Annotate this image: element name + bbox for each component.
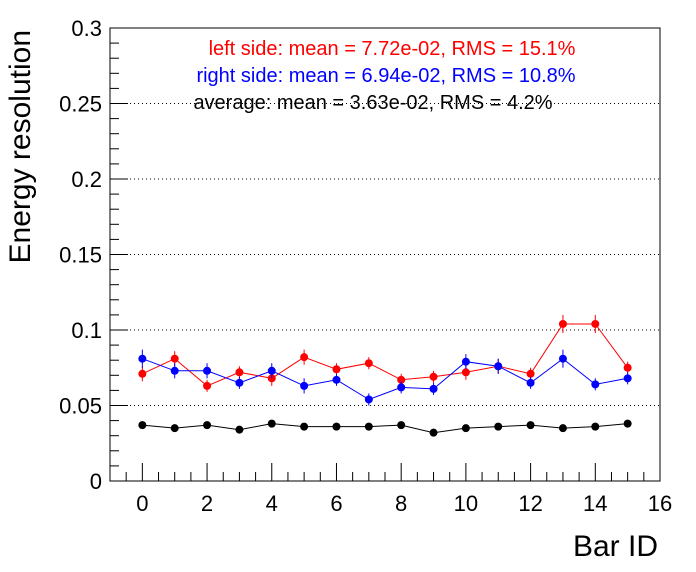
data-point — [170, 354, 179, 363]
legend-entry: average: mean = 3.63e-02, RMS = 4.2% — [193, 92, 552, 114]
data-point — [267, 419, 276, 428]
data-point — [300, 381, 309, 390]
data-point — [170, 424, 179, 433]
series-line — [142, 423, 628, 434]
data-point — [203, 421, 212, 430]
data-point — [138, 354, 147, 363]
data-point — [364, 395, 373, 404]
data-point — [558, 319, 567, 328]
y-tick-label: 0.2 — [71, 167, 102, 192]
x-tick-label: 8 — [395, 491, 407, 516]
data-point — [558, 424, 567, 433]
x-tick-label: 4 — [266, 491, 278, 516]
data-point — [526, 369, 535, 378]
x-tick-label: 14 — [583, 491, 607, 516]
data-point — [138, 421, 147, 430]
axes: 0 0.05 0.1 0.15 0.2 0.25 0.3 0 2 4 6 8 10 12 14 16 — [59, 16, 672, 516]
data-point — [397, 421, 406, 430]
data-point — [429, 384, 438, 393]
series-layer — [138, 314, 632, 437]
data-point — [364, 422, 373, 431]
legend-entry: right side: mean = 6.94e-02, RMS = 10.8% — [196, 65, 575, 87]
data-point — [623, 363, 632, 372]
data-point — [235, 378, 244, 387]
data-point — [461, 368, 470, 377]
data-point — [623, 374, 632, 383]
series-average — [138, 419, 632, 437]
data-point — [397, 375, 406, 384]
data-point — [138, 369, 147, 378]
series-left-side — [138, 314, 632, 392]
data-point — [526, 378, 535, 387]
y-tick-label: 0.05 — [59, 394, 102, 419]
data-point — [203, 381, 212, 390]
data-point — [332, 365, 341, 374]
series-line — [142, 358, 628, 401]
data-point — [429, 428, 438, 437]
x-axis-label: Bar ID — [573, 530, 658, 563]
y-axis-label: Energy resolution — [4, 30, 37, 263]
data-point — [235, 368, 244, 377]
data-point — [526, 421, 535, 430]
data-point — [235, 425, 244, 434]
y-tick-label: 0.15 — [59, 243, 102, 268]
series-line — [142, 323, 629, 387]
data-point — [623, 419, 632, 428]
y-tick-label: 0.25 — [59, 92, 102, 117]
x-tick-label: 10 — [454, 491, 478, 516]
y-tick-label: 0.1 — [71, 318, 102, 343]
legend: left side: mean = 7.72e-02, RMS = 15.1% r… — [193, 38, 575, 114]
data-point — [558, 354, 567, 363]
y-tick-label: 0 — [90, 469, 102, 494]
x-tick-label: 2 — [201, 491, 213, 516]
grid-lines — [110, 103, 660, 406]
data-point — [170, 366, 179, 375]
data-point — [591, 319, 600, 328]
data-point — [461, 424, 470, 433]
data-point — [332, 375, 341, 384]
data-point — [494, 362, 503, 371]
data-point — [332, 422, 341, 431]
data-point — [461, 357, 470, 366]
data-point — [203, 366, 212, 375]
data-point — [267, 366, 276, 375]
data-point — [300, 422, 309, 431]
data-point — [591, 422, 600, 431]
legend-entry: left side: mean = 7.72e-02, RMS = 15.1% — [209, 38, 576, 60]
x-tick-label: 16 — [648, 491, 672, 516]
x-tick-label: 6 — [330, 491, 342, 516]
data-point — [300, 353, 309, 362]
data-point — [429, 372, 438, 381]
series-right-side — [138, 349, 632, 406]
x-tick-label: 12 — [518, 491, 542, 516]
data-point — [494, 422, 503, 431]
x-tick-label: 0 — [136, 491, 148, 516]
data-point — [591, 380, 600, 389]
data-point — [364, 359, 373, 368]
y-tick-label: 0.3 — [71, 16, 102, 41]
data-point — [397, 383, 406, 392]
